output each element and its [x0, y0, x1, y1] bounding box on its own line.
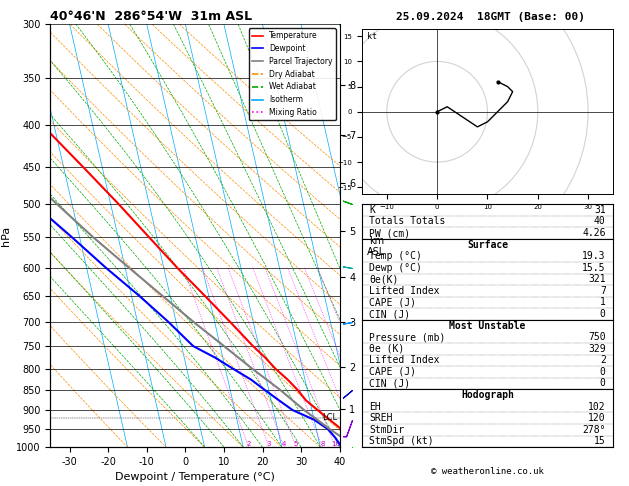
Text: 278°: 278°: [582, 425, 606, 435]
Text: 1: 1: [600, 297, 606, 308]
Text: LCL: LCL: [323, 413, 338, 422]
Text: © weatheronline.co.uk: © weatheronline.co.uk: [431, 467, 544, 476]
Text: K: K: [369, 205, 375, 215]
Text: 0: 0: [600, 309, 606, 319]
Text: 3: 3: [267, 441, 271, 447]
Text: 120: 120: [588, 413, 606, 423]
Text: 15.5: 15.5: [582, 263, 606, 273]
Text: 0: 0: [600, 379, 606, 388]
Text: 40: 40: [594, 216, 606, 226]
Text: kt: kt: [367, 33, 377, 41]
Text: CIN (J): CIN (J): [369, 309, 410, 319]
Text: 15: 15: [594, 436, 606, 446]
Text: Most Unstable: Most Unstable: [449, 321, 526, 330]
Legend: Temperature, Dewpoint, Parcel Trajectory, Dry Adiabat, Wet Adiabat, Isotherm, Mi: Temperature, Dewpoint, Parcel Trajectory…: [248, 28, 336, 120]
Y-axis label: hPa: hPa: [1, 226, 11, 246]
Text: θe(K): θe(K): [369, 274, 399, 284]
Text: Pressure (mb): Pressure (mb): [369, 332, 445, 342]
Text: 25.09.2024  18GMT (Base: 00): 25.09.2024 18GMT (Base: 00): [396, 12, 585, 22]
Text: Surface: Surface: [467, 240, 508, 250]
Text: 10: 10: [331, 441, 340, 447]
Text: PW (cm): PW (cm): [369, 228, 410, 238]
Text: 329: 329: [588, 344, 606, 354]
Text: 4.26: 4.26: [582, 228, 606, 238]
Text: θe (K): θe (K): [369, 344, 404, 354]
Text: Dewp (°C): Dewp (°C): [369, 263, 422, 273]
Text: 31: 31: [594, 205, 606, 215]
Text: 321: 321: [588, 274, 606, 284]
Text: CIN (J): CIN (J): [369, 379, 410, 388]
Text: 102: 102: [588, 401, 606, 412]
Text: CAPE (J): CAPE (J): [369, 297, 416, 308]
Text: StmSpd (kt): StmSpd (kt): [369, 436, 434, 446]
Text: 4: 4: [282, 441, 286, 447]
Text: EH: EH: [369, 401, 381, 412]
Text: 7: 7: [600, 286, 606, 296]
Text: 5: 5: [294, 441, 298, 447]
Text: Lifted Index: Lifted Index: [369, 286, 440, 296]
Text: SREH: SREH: [369, 413, 392, 423]
Text: 2: 2: [247, 441, 251, 447]
Text: Hodograph: Hodograph: [461, 390, 514, 400]
Text: 40°46'N  286°54'W  31m ASL: 40°46'N 286°54'W 31m ASL: [50, 10, 252, 23]
X-axis label: Dewpoint / Temperature (°C): Dewpoint / Temperature (°C): [115, 472, 275, 483]
Text: StmDir: StmDir: [369, 425, 404, 435]
Text: CAPE (J): CAPE (J): [369, 367, 416, 377]
Text: Totals Totals: Totals Totals: [369, 216, 445, 226]
Text: 750: 750: [588, 332, 606, 342]
Text: Lifted Index: Lifted Index: [369, 355, 440, 365]
Text: 19.3: 19.3: [582, 251, 606, 261]
Text: 0: 0: [600, 367, 606, 377]
Text: 8: 8: [320, 441, 325, 447]
Text: 2: 2: [600, 355, 606, 365]
Y-axis label: km
ASL: km ASL: [367, 236, 386, 257]
Text: Temp (°C): Temp (°C): [369, 251, 422, 261]
